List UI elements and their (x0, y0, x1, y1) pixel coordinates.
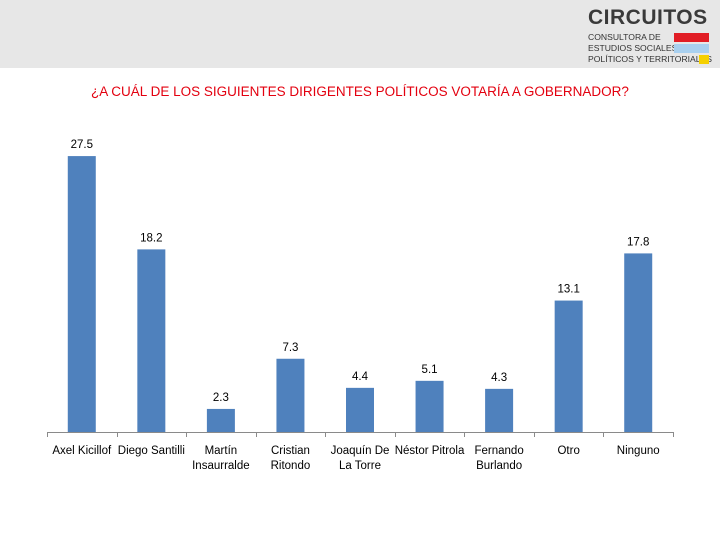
category-label-6-line-0: Fernando (474, 445, 523, 457)
category-label-4-line-0: Joaquín De (331, 445, 390, 457)
bar-3 (276, 358, 305, 432)
data-label-1: 18.2 (140, 232, 162, 244)
category-label-2: Martín Insaurralde (192, 445, 250, 472)
category-label-4-line-1: La Torre (339, 460, 381, 472)
category-label-6-line-1: Burlando (476, 460, 522, 472)
chart-title: ¿A CUÁL DE LOS SIGUIENTES DIRIGENTES POL… (91, 84, 629, 99)
category-label-3-line-1: Ritondo (271, 460, 311, 472)
category-label-0-line-0: Axel Kicillof (52, 445, 112, 457)
bar-7 (554, 300, 583, 432)
data-label-6: 4.3 (491, 372, 507, 384)
category-label-4: Joaquín De La Torre (331, 445, 390, 472)
bar-2 (206, 408, 235, 432)
category-label-1-line-0: Diego Santilli (118, 445, 185, 457)
category-label-5-line-0: Néstor Pitrola (395, 445, 465, 457)
logo-line-3: POLÍTICOS Y TERRITORIALES (588, 54, 713, 64)
logo-line-2: ESTUDIOS SOCIALES, (588, 43, 680, 53)
bar-6 (485, 388, 514, 432)
logo-blue-bar (674, 44, 709, 53)
bar-0 (67, 156, 96, 433)
header-band (0, 0, 720, 68)
data-label-4: 4.4 (352, 371, 369, 383)
bar-4 (346, 387, 374, 432)
category-label-2-line-0: Martín (205, 445, 238, 457)
category-label-2-line-1: Insaurralde (192, 460, 250, 472)
category-label-5: Néstor Pitrola (395, 445, 465, 457)
data-label-0: 27.5 (71, 139, 93, 151)
category-label-1: Diego Santilli (118, 445, 185, 457)
category-label-3-line-0: Cristian (271, 445, 310, 457)
data-label-8: 17.8 (627, 236, 649, 248)
bar-5 (415, 380, 444, 432)
logo-red-bar (674, 33, 709, 42)
logo-line-1: CONSULTORA DE (588, 32, 661, 42)
data-label-7: 13.1 (557, 284, 579, 296)
category-label-8-line-0: Ninguno (617, 445, 660, 457)
category-label-8: Ninguno (617, 445, 660, 457)
category-label-7-line-0: Otro (557, 445, 579, 457)
data-label-3: 7.3 (282, 342, 298, 354)
category-label-3: Cristian Ritondo (271, 445, 311, 472)
logo-yellow-bar (699, 55, 709, 64)
bar-8 (624, 253, 653, 432)
logo-wordmark: CIRCUITOS (588, 6, 708, 29)
bar-1 (137, 249, 166, 432)
data-label-2: 2.3 (213, 392, 229, 404)
circuitos-logo: CIRCUITOS CONSULTORA DE ESTUDIOS SOCIALE… (588, 6, 712, 66)
data-label-5: 5.1 (422, 364, 438, 376)
category-label-7: Otro (557, 445, 579, 457)
category-label-6: Fernando Burlando (474, 445, 523, 472)
category-label-0: Axel Kicillof (52, 445, 112, 457)
